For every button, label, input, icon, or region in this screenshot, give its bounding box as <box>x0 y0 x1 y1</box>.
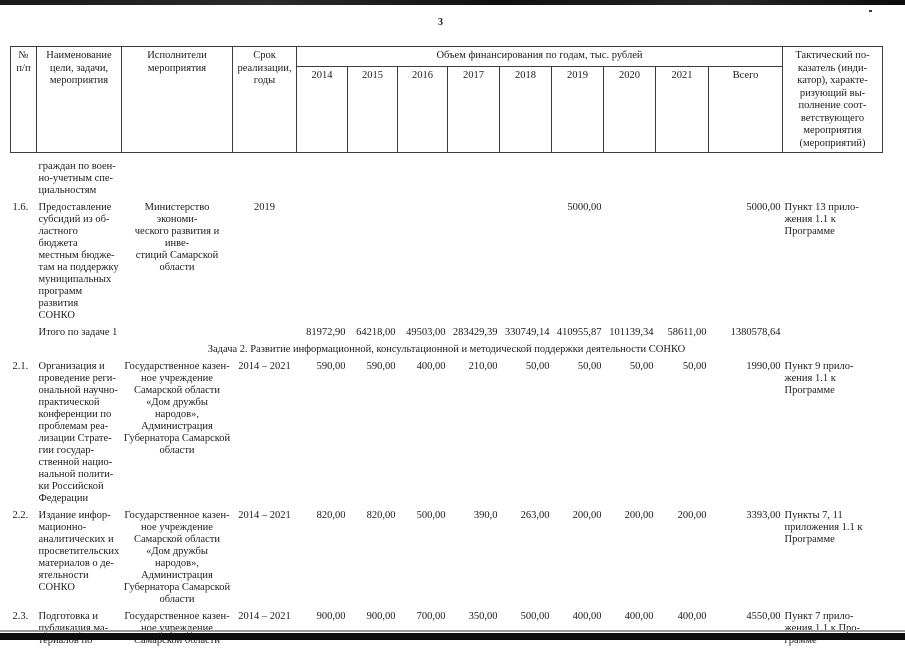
header-cell-year-2017: 2017 <box>447 66 500 153</box>
term-cell: 2019 <box>254 202 275 213</box>
scan-edge-bottom-line <box>0 630 905 632</box>
header-row-top: № п/п Наименование цели, задачи, меропри… <box>10 45 883 153</box>
activity-name-cell: граждан по воен- но-учетным спе- циально… <box>38 161 116 196</box>
header-cell-executor: Исполнители мероприятия <box>121 46 233 153</box>
value-cell-2021 <box>656 202 709 327</box>
value-cell-total: 4550,00 <box>746 611 781 622</box>
value-cell-2020: 400,00 <box>624 611 654 622</box>
value-cell-2018: 330749,14 <box>504 327 550 338</box>
value-cell-2014: 81972,90 <box>306 327 346 338</box>
empty-cell <box>122 153 883 203</box>
value-cell-2015: 820,00 <box>366 510 396 521</box>
value-cell-2014 <box>297 202 348 327</box>
financing-table-container: № п/п Наименование цели, задачи, меропри… <box>10 45 883 652</box>
header-cell-year-2020: 2020 <box>603 66 656 153</box>
table-row-1-6: 1.6. Предоставление субсидий из об- ласт… <box>11 202 883 327</box>
value-cell-2019: 410955,87 <box>556 327 602 338</box>
total-label-cell: Итого по задаче 1 <box>38 327 118 338</box>
value-cell-total: 1380578,64 <box>730 327 781 338</box>
header-cell-year-2016: 2016 <box>397 66 448 153</box>
section-title-task2-row: Задача 2. Развитие информационной, консу… <box>11 344 883 361</box>
value-cell-2017: 283429,39 <box>452 327 498 338</box>
value-cell-2020: 101139,34 <box>609 327 654 338</box>
section-title-task2: Задача 2. Развитие информационной, консу… <box>207 344 686 355</box>
term-cell: 2014 – 2021 <box>238 361 291 372</box>
value-cell-2016: 400,00 <box>416 361 446 372</box>
header-cell-year-2021: 2021 <box>655 66 709 153</box>
value-cell-2016: 700,00 <box>416 611 446 622</box>
value-cell-2020 <box>604 202 656 327</box>
value-cell-total: 3393,00 <box>746 510 781 521</box>
header-cell-year-2018: 2018 <box>499 66 552 153</box>
table-row-2-1: 2.1. Организация и проведение реги- онал… <box>11 361 883 510</box>
value-cell-2019: 200,00 <box>572 510 602 521</box>
value-cell-2016: 49503,00 <box>406 327 446 338</box>
table-row-total-task1: Итого по задаче 1 81972,90 64218,00 4950… <box>11 327 883 344</box>
value-cell-2014: 590,00 <box>316 361 346 372</box>
value-cell-total: 5000,00 <box>746 202 781 213</box>
value-cell-2021: 200,00 <box>677 510 707 521</box>
value-cell-2017: 350,00 <box>468 611 498 622</box>
value-cell-total: 1990,00 <box>746 361 781 372</box>
term-cell: 2014 – 2021 <box>238 510 291 521</box>
header-cell-num: № п/п <box>10 46 37 153</box>
header-cell-year-2014: 2014 <box>296 66 348 153</box>
scan-artifact-speck <box>869 10 872 12</box>
executor-cell: Государственное казен- ное учреждение Са… <box>123 510 231 605</box>
scan-edge-bottom <box>0 633 905 640</box>
value-cell-2017: 390,0 <box>473 510 498 521</box>
value-cell-2014: 900,00 <box>316 611 346 622</box>
indicator-cell <box>783 327 883 344</box>
term-cell: 2014 – 2021 <box>238 611 291 622</box>
row-number-cell <box>11 327 37 344</box>
indicator-cell: Пункт 9 прило- жения 1.1 к Программе <box>784 361 854 396</box>
table-row-continuation: граждан по воен- но-учетным спе- циально… <box>11 153 883 203</box>
table-row-2-2: 2.2. Издание инфор- мационно- аналитичес… <box>11 510 883 611</box>
value-cell-2020: 200,00 <box>624 510 654 521</box>
row-number-cell <box>11 153 37 203</box>
indicator-cell: Пункт 13 прило- жения 1.1 к Программе <box>784 202 859 237</box>
header-cell-indicator: Тактический по- казатель (инди- катор), … <box>782 46 883 153</box>
value-cell-2016 <box>398 202 448 327</box>
header-cell-name: Наименование цели, задачи, мероприятия <box>36 46 122 153</box>
value-cell-2016: 500,00 <box>416 510 446 521</box>
activity-name-cell: Предоставление субсидий из об- ластного … <box>38 202 119 321</box>
header-cell-year-2019: 2019 <box>551 66 604 153</box>
indicator-cell: Пункты 7, 11 приложения 1.1 к Программе <box>784 510 863 545</box>
value-cell-2018: 263,00 <box>520 510 550 521</box>
value-cell-2018: 500,00 <box>520 611 550 622</box>
activity-name-cell: Издание инфор- мационно- аналитических и… <box>38 510 120 593</box>
executor-cell: Государственное казен- ное учреждение Са… <box>123 361 231 456</box>
header-row-years: 2014 2015 2016 2017 2018 2019 2020 2021 … <box>11 66 883 153</box>
row-number-cell: 2.1. <box>12 361 29 372</box>
header-cell-total: Всего <box>708 66 783 153</box>
header-cell-year-2015: 2015 <box>347 66 398 153</box>
value-cell-2018: 50,00 <box>525 361 550 372</box>
row-number-cell: 1.6. <box>12 202 29 213</box>
header-cell-term: Срок реализации, годы <box>232 46 297 153</box>
value-cell-2021: 400,00 <box>677 611 707 622</box>
page-number: 3 <box>438 17 444 28</box>
value-cell-2017: 210,00 <box>468 361 498 372</box>
row-number-cell: 2.3. <box>12 611 29 622</box>
financing-table: № п/п Наименование цели, задачи, меропри… <box>10 45 883 652</box>
value-cell-2015 <box>348 202 398 327</box>
value-cell-2015: 64218,00 <box>356 327 396 338</box>
value-cell-2021: 50,00 <box>682 361 707 372</box>
value-cell-2017 <box>448 202 500 327</box>
value-cell-2021: 58611,00 <box>667 327 707 338</box>
activity-name-cell: Организация и проведение реги- ональной … <box>38 361 118 504</box>
header-cell-finance-span: Объем финансирования по годам, тыс. рубл… <box>296 45 783 68</box>
value-cell-2015: 590,00 <box>366 361 396 372</box>
value-cell-2018 <box>500 202 552 327</box>
value-cell-2020: 50,00 <box>629 361 654 372</box>
row-number-cell: 2.2. <box>12 510 29 521</box>
value-cell-2019: 5000,00 <box>567 202 602 213</box>
value-cell-2015: 900,00 <box>366 611 396 622</box>
executor-cell: Министерство экономи- ческого развития и… <box>134 202 220 273</box>
value-cell-2014: 820,00 <box>316 510 346 521</box>
value-cell-2019: 400,00 <box>572 611 602 622</box>
value-cell-2019: 50,00 <box>577 361 602 372</box>
scan-edge-top <box>0 0 905 5</box>
